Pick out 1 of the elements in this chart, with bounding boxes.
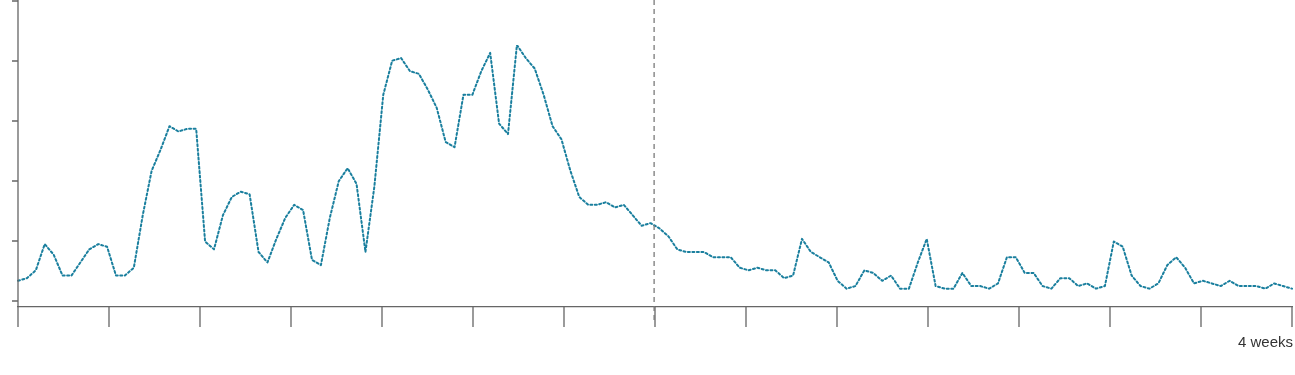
text: 4 weeks: [1237, 333, 1293, 350]
